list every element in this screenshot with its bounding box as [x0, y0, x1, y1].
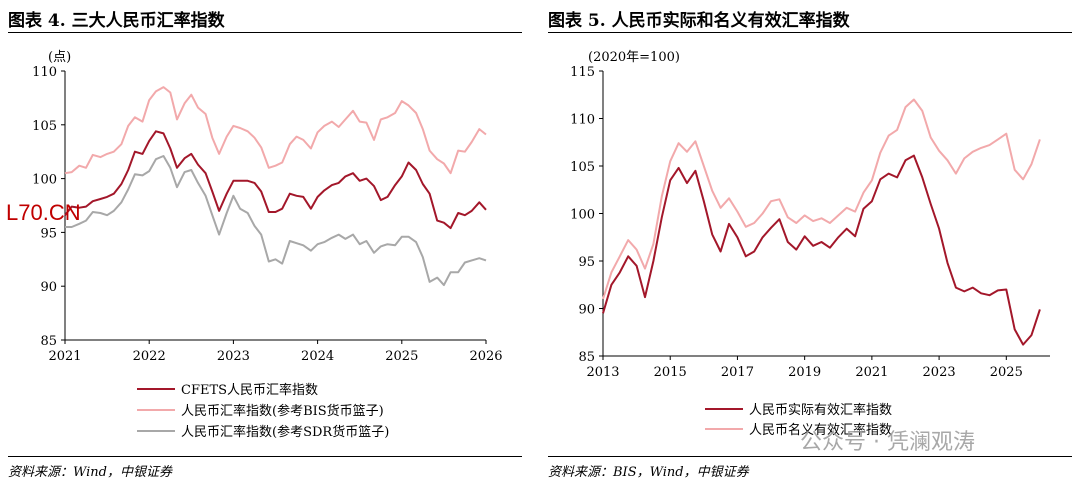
- legend-label: CFETS人民币汇率指数: [181, 382, 318, 398]
- cfets-index-chart: (点) 85 90 95 100 105 110 2021 2022 2023 2024 2025 20…: [32, 50, 502, 440]
- source-note: 资料来源：BIS，Wind，中银证券: [548, 465, 749, 480]
- x-tick-label: 2026: [469, 349, 502, 364]
- y-tick-label: 105: [32, 119, 57, 134]
- effective-exchange-rate-chart: (2020年=100) 85 90 95 100 105 110 115 2013 2015 201…: [570, 50, 1050, 438]
- y-tick-label: 85: [578, 350, 595, 365]
- source-rule: [548, 456, 1072, 457]
- chart-title: 图表 4. 三大人民币汇率指数: [8, 11, 225, 31]
- x-tick-label: 2013: [586, 365, 619, 380]
- series-line: [602, 98, 1041, 300]
- y-tick-label: 85: [40, 334, 57, 349]
- x-tick-label: 2025: [990, 365, 1023, 380]
- title-rule: [548, 32, 1072, 33]
- chart-panel-left: 图表 4. 三大人民币汇率指数 (点) 85 90 95 100 105 110 2021 20…: [0, 0, 530, 485]
- x-tick-label: 2021: [48, 349, 81, 364]
- y-tick-label: 105: [570, 160, 595, 175]
- y-tick-label: 100: [32, 173, 57, 188]
- source-rule: [8, 456, 522, 457]
- x-tick-label: 2022: [133, 349, 166, 364]
- y-tick-label: 95: [578, 255, 595, 270]
- series-line: [65, 155, 487, 287]
- y-tick-label: 115: [570, 65, 595, 80]
- chart-title: 图表 5. 人民币实际和名义有效汇率指数: [548, 11, 850, 31]
- y-tick-label: 90: [40, 280, 57, 295]
- y-tick-label: 95: [40, 226, 57, 241]
- y-tick-label: 110: [570, 113, 595, 128]
- chart-panel-right: 图表 5. 人民币实际和名义有效汇率指数 (2020年=100) 85 90 95 10…: [540, 0, 1080, 485]
- x-tick-label: 2015: [654, 365, 687, 380]
- series-line: [64, 86, 487, 175]
- title-rule: [8, 32, 522, 33]
- legend-label: 人民币实际有效汇率指数: [749, 402, 892, 418]
- y-tick-label: 110: [32, 65, 57, 80]
- x-tick-label: 2025: [385, 349, 418, 364]
- x-tick-label: 2019: [788, 365, 821, 380]
- series-line: [602, 154, 1041, 346]
- x-tick-label: 2023: [923, 365, 956, 380]
- y-unit-label: (点): [48, 50, 71, 65]
- watermark: 公众号 · 凭澜观涛: [800, 430, 975, 455]
- x-tick-label: 2023: [217, 349, 250, 364]
- x-tick-label: 2021: [855, 365, 888, 380]
- legend-label: 人民币汇率指数(参考SDR货币篮子): [181, 424, 389, 440]
- y-unit-label: (2020年=100): [588, 50, 680, 65]
- site-logo: L70.CN: [6, 200, 81, 225]
- y-tick-label: 90: [578, 303, 595, 318]
- y-tick-label: 100: [570, 208, 595, 223]
- legend-label: 人民币汇率指数(参考BIS货币篮子): [181, 403, 384, 419]
- x-tick-label: 2024: [301, 349, 334, 364]
- source-note: 资料来源：Wind，中银证券: [8, 465, 172, 480]
- series-line: [64, 130, 487, 230]
- legend-label: 人民币名义有效汇率指数: [749, 422, 892, 438]
- x-tick-label: 2017: [721, 365, 754, 380]
